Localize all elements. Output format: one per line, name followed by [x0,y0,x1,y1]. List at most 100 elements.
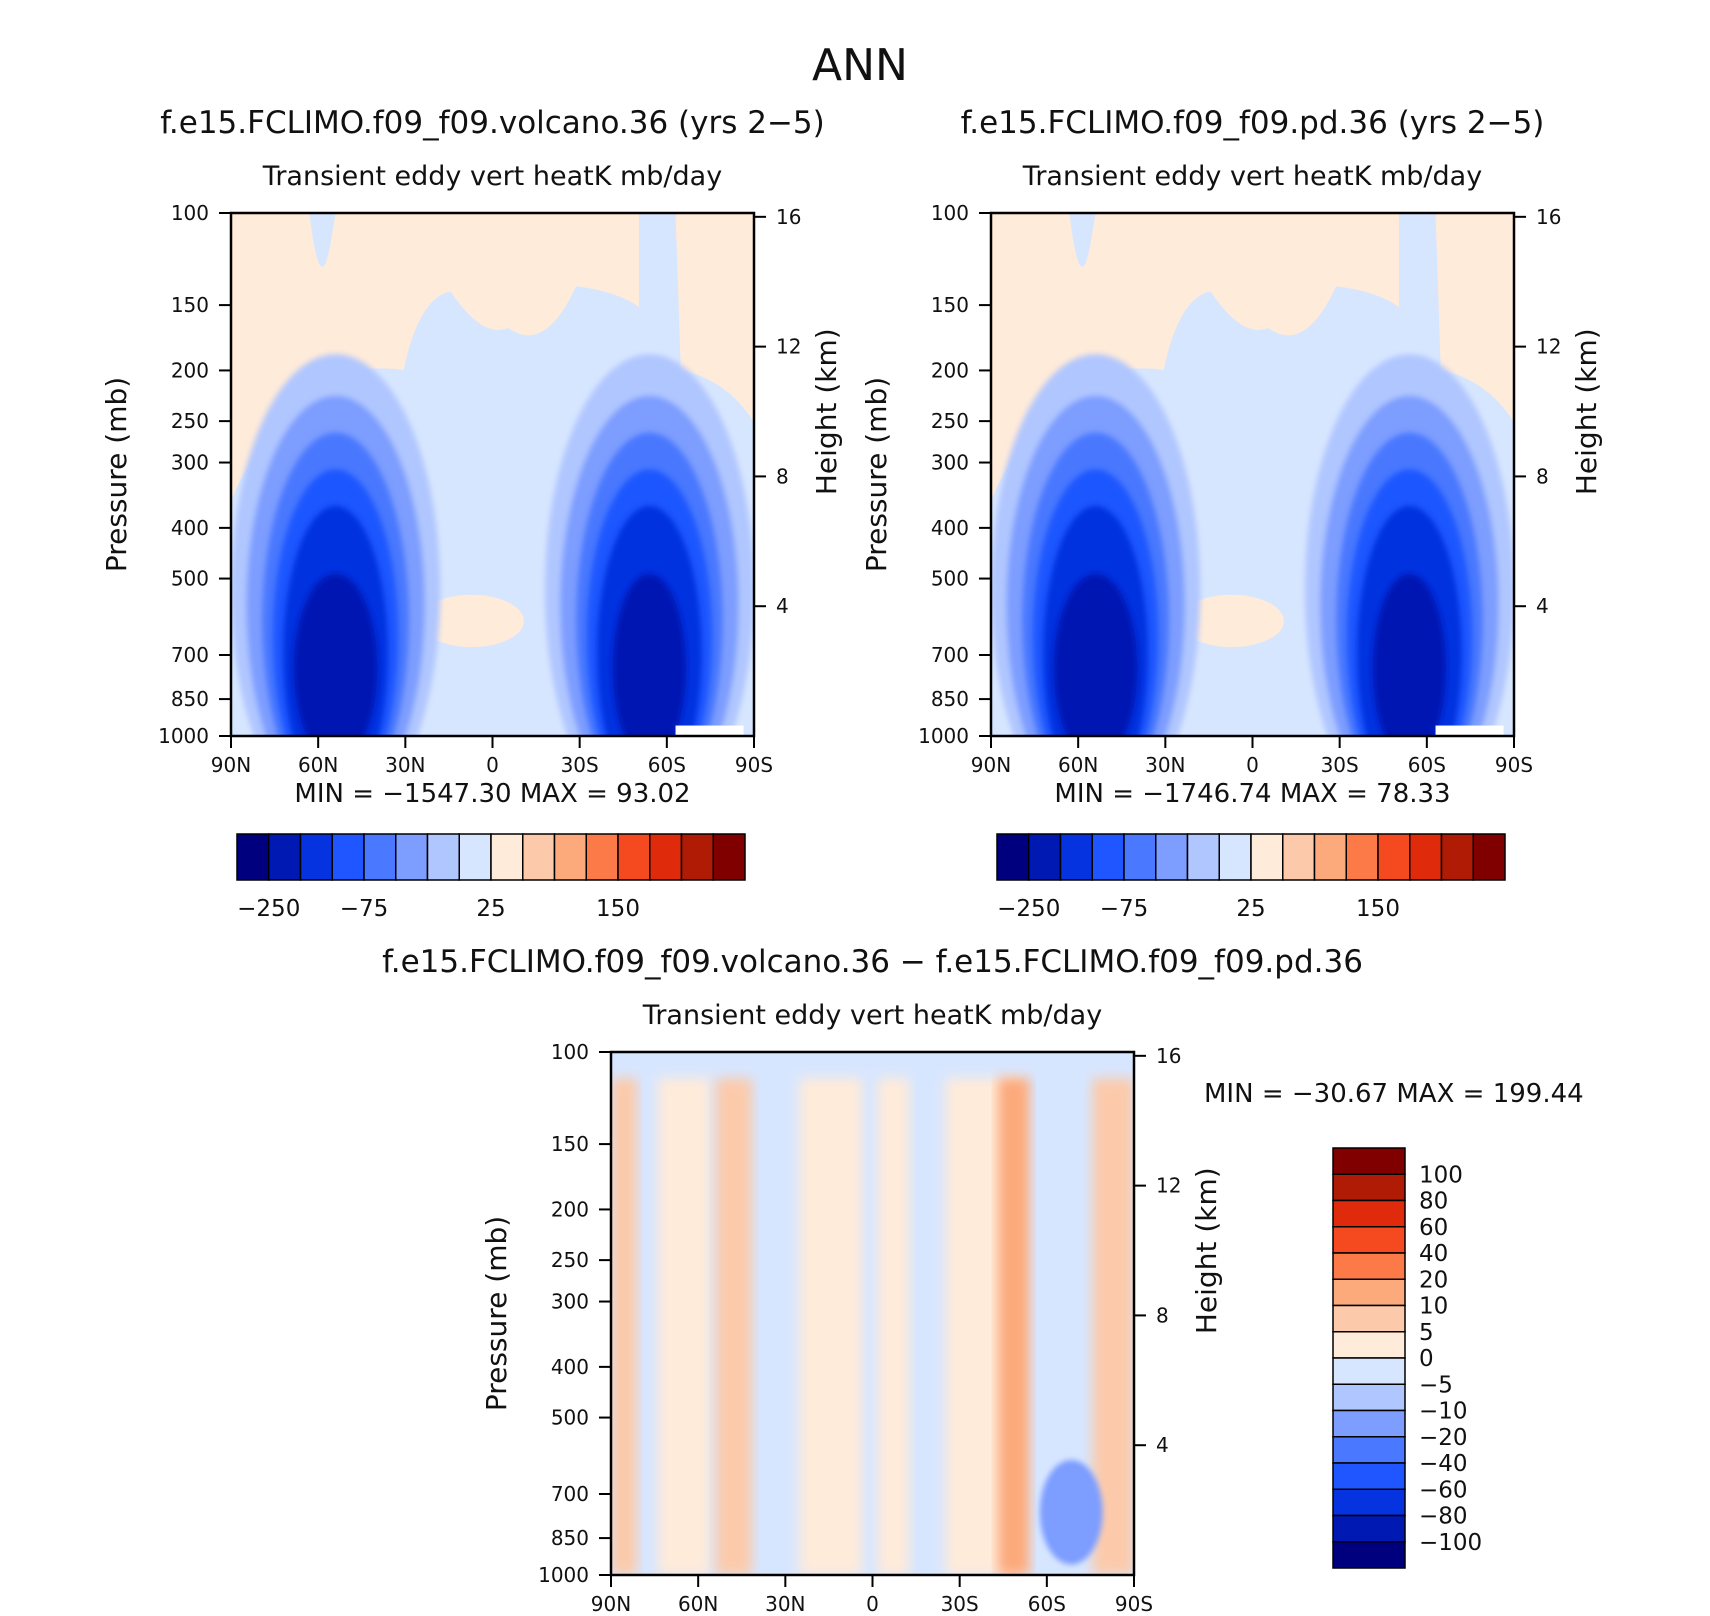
panel-3: f.e15.FCLIMO.f09_f09.volcano.36 − f.e15.… [382,944,1584,1616]
colorbar-label: 150 [596,896,640,922]
positive-region [1179,594,1284,648]
contour-field [231,213,754,736]
x-tick-label: 90S [735,753,773,777]
colorbar-swatch [1218,833,1252,881]
y2-tick-label: 12 [776,335,801,359]
y2-tick-label: 16 [1156,1044,1181,1068]
colorbar-swatch [617,833,651,881]
colorbar-label: 0 [1419,1346,1434,1372]
y2-axis-label: Height (km) [1570,328,1603,495]
panel-title: f.e15.FCLIMO.f09_f09.pd.36 (yrs 2−5) [961,105,1545,141]
y2-tick-label: 8 [1156,1303,1169,1327]
negative-region [1053,573,1138,736]
x-tick-label: 60S [648,753,686,777]
panel-2: f.e15.FCLIMO.f09_f09.pd.36 (yrs 2−5) Tran… [860,105,1603,922]
colorbar-label: −250 [237,896,300,922]
x-tick-label: 30N [1145,753,1185,777]
colorbar-swatch [1250,833,1284,881]
colorbar-label: −250 [997,896,1060,922]
colorbar-swatch [1332,1462,1406,1490]
contour-field [991,213,1514,736]
y-tick-label: 500 [171,567,209,591]
colorbar-swatch [363,833,397,881]
negative-region [293,573,378,736]
colorbar: −250 −75 25 150 [236,833,746,922]
panel-title: f.e15.FCLIMO.f09_f09.volcano.36 − f.e15.… [382,944,1363,980]
x-tick-label: 90S [1115,1592,1153,1616]
panel-subtitle: Transient eddy vert heatK mb/day [1022,161,1482,192]
x-tick-label: 90S [1495,753,1533,777]
colorbar-swatch [268,833,302,881]
colorbar-label: 80 [1419,1189,1448,1215]
colorbar-swatch [1472,833,1506,881]
colorbar-swatch [585,833,619,881]
colorbar-swatch [1091,833,1125,881]
y2-tick-label: 16 [1536,205,1561,229]
y-tick-label: 300 [551,1290,589,1314]
colorbar-label: −100 [1419,1530,1482,1556]
colorbar-label: 10 [1419,1294,1448,1320]
x-tick-label: 30S [561,753,599,777]
x-tick-label: 0 [1246,753,1259,777]
colorbar-swatch [1345,833,1379,881]
y2-tick-label: 4 [1536,594,1549,618]
y-tick-label: 700 [551,1482,589,1506]
colorbar-label: 20 [1419,1267,1448,1293]
colorbar-swatch [426,833,460,881]
colorbar-swatch [1332,1488,1406,1517]
colorbar-label: −5 [1419,1372,1453,1398]
min-max-stats: MIN = −30.67 MAX = 199.44 [1204,1079,1584,1109]
difference-band [799,1078,863,1575]
y-axis-label: Pressure (mb) [100,377,133,572]
y2-tick-label: 12 [1156,1174,1181,1198]
colorbar-swatch [490,833,524,881]
y-tick-label: 500 [551,1406,589,1430]
x-tick-label: 30S [1321,753,1359,777]
y2-tick-label: 16 [776,205,801,229]
y-tick-label: 200 [931,358,969,382]
y2-axis-label: Height (km) [1190,1167,1223,1334]
colorbar-swatch [1332,1173,1406,1202]
min-max-stats: MIN = −1547.30 MAX = 93.02 [294,779,690,809]
y-tick-label: 250 [931,409,969,433]
colorbar-swatch [1028,833,1062,881]
colorbar-swatch [1332,1383,1406,1412]
x-tick-label: 0 [486,753,499,777]
positive-region [419,594,524,648]
difference-band [877,1078,910,1575]
panels: f.e15.FCLIMO.f09_f09.volcano.36 (yrs 2−5… [100,105,1603,1616]
colorbar-label: −40 [1419,1451,1468,1477]
negative-region [1039,1459,1103,1565]
colorbar-swatch [1332,1514,1406,1543]
contour-field [611,1052,1134,1575]
y2-tick-label: 4 [776,594,789,618]
colorbar-swatch [1377,833,1411,881]
y-tick-label: 400 [551,1355,589,1379]
x-tick-label: 60S [1408,753,1446,777]
x-tick-label: 30N [765,1592,805,1616]
colorbar-label: −60 [1419,1477,1468,1503]
colorbar-label: −75 [1100,896,1149,922]
colorbar-swatch [680,833,714,881]
colorbar-swatch [299,833,333,881]
negative-region [1372,573,1446,736]
colorbar-swatch [1440,833,1474,881]
x-tick-label: 90N [591,1592,631,1616]
missing-data [1435,725,1504,736]
difference-band [998,1078,1030,1575]
colorbar-swatch [1332,1278,1406,1307]
y-tick-label: 850 [171,687,209,711]
colorbar-swatch [1313,833,1347,881]
panel-title: f.e15.FCLIMO.f09_f09.volcano.36 (yrs 2−5… [160,105,825,141]
colorbar-label: −20 [1419,1425,1468,1451]
colorbar-swatch [1332,1436,1406,1464]
y-tick-label: 100 [551,1040,589,1064]
y-tick-label: 200 [551,1197,589,1221]
colorbar-swatch [1332,1147,1406,1175]
colorbar-swatch [458,833,492,881]
colorbar-swatch [553,833,587,881]
panel-subtitle: Transient eddy vert heatK mb/day [642,1000,1102,1031]
x-tick-label: 90N [211,753,251,777]
y-axis-label: Pressure (mb) [860,377,893,572]
